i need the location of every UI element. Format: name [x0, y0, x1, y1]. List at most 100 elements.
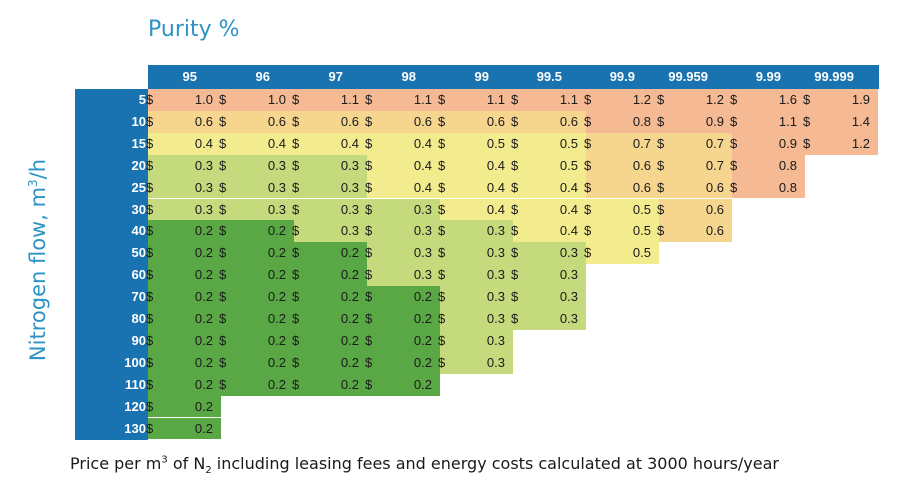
currency-symbol: $	[146, 354, 154, 370]
footnote-part1: Price per m	[70, 454, 162, 473]
cell-value: 0.2	[267, 311, 286, 326]
currency-symbol: $	[219, 289, 227, 305]
cell-value: 0.4	[267, 135, 286, 151]
cell-value: 0.2	[340, 376, 359, 392]
currency-symbol: $	[292, 201, 300, 217]
currency-symbol: $	[292, 332, 300, 348]
table-cell: $0.2	[146, 329, 221, 352]
table-cell: $0.2	[219, 308, 294, 330]
currency-symbol: $	[219, 311, 227, 326]
currency-symbol: $	[657, 135, 665, 151]
currency-symbol: $	[511, 223, 519, 239]
table-cell: $0.6	[146, 110, 221, 133]
currency-symbol: $	[438, 289, 446, 305]
table-cell: $0.3	[438, 264, 513, 287]
column-header: 99.959	[668, 69, 708, 84]
cell-value: 0.6	[486, 113, 505, 129]
cell-value: 0.3	[340, 223, 359, 239]
currency-symbol: $	[511, 179, 519, 195]
currency-symbol: $	[365, 201, 373, 217]
table-cell: $0.3	[146, 154, 221, 177]
cell-value: 0.6	[340, 113, 359, 129]
table-cell: $0.3	[511, 308, 586, 330]
currency-symbol: $	[438, 223, 446, 239]
currency-symbol: $	[657, 179, 665, 195]
cell-value: 0.3	[340, 179, 359, 195]
table-cell: $1.1	[511, 89, 586, 111]
cell-value: 0.3	[486, 289, 505, 305]
row-header: 50	[131, 245, 146, 261]
table-cell: $0.6	[584, 154, 659, 177]
cell-value: 0.3	[486, 245, 505, 261]
column-header: 96	[255, 69, 270, 84]
currency-symbol: $	[365, 223, 373, 239]
currency-symbol: $	[146, 267, 154, 283]
currency-symbol: $	[219, 113, 227, 129]
cell-value: 0.2	[194, 332, 213, 348]
currency-symbol: $	[584, 113, 592, 129]
currency-symbol: $	[511, 201, 519, 217]
table-cell: $0.4	[511, 198, 586, 221]
table-cell: $0.3	[365, 220, 440, 243]
table-cell: $0.5	[584, 242, 659, 265]
cell-value: 0.3	[267, 179, 286, 195]
cell-value: 1.9	[851, 92, 870, 107]
currency-symbol: $	[365, 245, 373, 261]
currency-symbol: $	[657, 157, 665, 173]
cell-value: 0.2	[413, 289, 432, 305]
cell-value: 0.4	[486, 179, 505, 195]
cell-value: 0.5	[632, 245, 651, 261]
column-header: 97	[328, 69, 343, 84]
cell-value: 0.5	[559, 135, 578, 151]
currency-symbol: $	[219, 157, 227, 173]
table-cell: $0.2	[365, 329, 440, 352]
table-cell: $0.6	[657, 198, 732, 221]
currency-symbol: $	[219, 354, 227, 370]
cell-value: 0.3	[340, 201, 359, 217]
table-cell: $1.0	[146, 89, 221, 111]
table-cell: $0.2	[219, 329, 294, 352]
row-header: 30	[131, 201, 146, 217]
table-cell: $0.2	[219, 351, 294, 374]
table-cell: $0.2	[146, 373, 221, 396]
table-cell: $0.4	[365, 154, 440, 177]
currency-symbol: $	[438, 311, 446, 326]
cell-value: 0.8	[778, 179, 797, 195]
table-cell: $0.3	[292, 154, 367, 177]
table-cell: $0.4	[438, 176, 513, 199]
cell-value: 0.6	[632, 179, 651, 195]
column-header: 99.999	[814, 69, 854, 84]
cell-value: 0.7	[632, 135, 651, 151]
currency-symbol: $	[146, 223, 154, 239]
table-cell: $0.6	[584, 176, 659, 199]
cell-value: 1.0	[267, 92, 286, 107]
row-header: 5	[138, 92, 146, 107]
cell-value: 0.8	[632, 113, 651, 129]
cell-value: 1.4	[851, 113, 870, 129]
cell-value: 0.4	[413, 135, 432, 151]
currency-symbol: $	[292, 113, 300, 129]
currency-symbol: $	[438, 245, 446, 261]
currency-symbol: $	[146, 179, 154, 195]
cell-value: 0.6	[194, 113, 213, 129]
table-cell: $0.6	[292, 110, 367, 133]
row-header: 70	[131, 289, 146, 305]
currency-symbol: $	[438, 157, 446, 173]
table-cell: $0.4	[365, 176, 440, 199]
cell-value: 0.2	[267, 267, 286, 283]
cell-value: 0.2	[194, 354, 213, 370]
currency-symbol: $	[292, 179, 300, 195]
cell-value: 0.2	[340, 332, 359, 348]
currency-symbol: $	[146, 201, 154, 217]
currency-symbol: $	[803, 135, 811, 151]
currency-symbol: $	[584, 135, 592, 151]
y-axis-label-tail: /h	[26, 158, 50, 180]
footnote: Price per m3 of N2 including leasing fee…	[70, 454, 779, 476]
cell-value: 0.3	[267, 201, 286, 217]
currency-symbol: $	[511, 113, 519, 129]
y-axis-label-main: Nitrogen flow, m	[26, 186, 50, 362]
cell-value: 0.4	[486, 157, 505, 173]
currency-symbol: $	[438, 354, 446, 370]
currency-symbol: $	[219, 245, 227, 261]
table-cell: $0.6	[657, 176, 732, 199]
